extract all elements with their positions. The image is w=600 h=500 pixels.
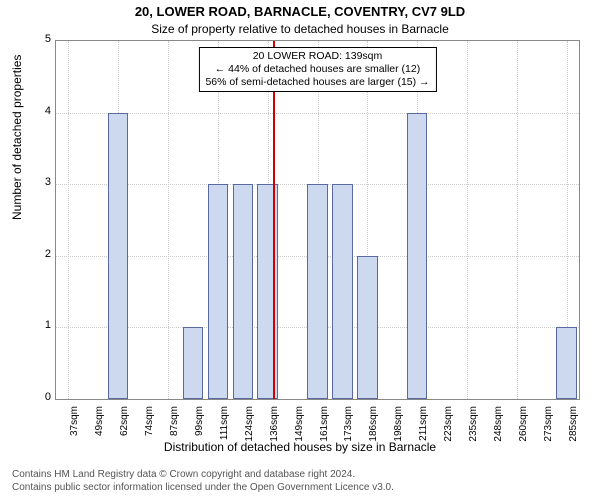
y-tick: 2 [35, 248, 51, 260]
gridline-v [168, 41, 169, 399]
footer-line1: Contains HM Land Registry data © Crown c… [12, 469, 394, 482]
x-tick: 211sqm [418, 406, 429, 446]
x-tick: 87sqm [169, 406, 180, 446]
chart-title-main: 20, LOWER ROAD, BARNACLE, COVENTRY, CV7 … [0, 4, 600, 19]
chart-title-sub: Size of property relative to detached ho… [0, 22, 600, 36]
bar [108, 113, 128, 399]
x-tick: 186sqm [368, 406, 379, 446]
x-tick: 149sqm [294, 406, 305, 446]
chart-plot-area: 20 LOWER ROAD: 139sqm ← 44% of detached … [55, 40, 580, 400]
y-axis-label: Number of detached properties [10, 55, 24, 220]
x-tick: 173sqm [343, 406, 354, 446]
gridline-v [517, 41, 518, 399]
x-tick: 198sqm [393, 406, 404, 446]
x-tick: 273sqm [543, 406, 554, 446]
y-tick: 1 [35, 319, 51, 331]
annotation-line2: ← 44% of detached houses are smaller (12… [205, 63, 429, 76]
bar [307, 184, 327, 399]
annotation-line3: 56% of semi-detached houses are larger (… [205, 76, 429, 89]
x-tick: 223sqm [443, 406, 454, 446]
x-tick: 74sqm [144, 406, 155, 446]
annotation-box: 20 LOWER ROAD: 139sqm ← 44% of detached … [198, 47, 436, 92]
gridline-v [467, 41, 468, 399]
bar [208, 184, 228, 399]
x-tick: 285sqm [568, 406, 579, 446]
x-tick: 62sqm [119, 406, 130, 446]
x-tick: 260sqm [518, 406, 529, 446]
x-tick: 235sqm [468, 406, 479, 446]
x-tick: 37sqm [69, 406, 80, 446]
bar [407, 113, 427, 399]
y-tick: 0 [35, 391, 51, 403]
footer-line2: Contains public sector information licen… [12, 482, 394, 495]
x-tick: 124sqm [244, 406, 255, 446]
y-tick: 3 [35, 176, 51, 188]
annotation-line1: 20 LOWER ROAD: 139sqm [205, 50, 429, 63]
bar [357, 256, 377, 399]
bar [332, 184, 352, 399]
x-tick: 161sqm [319, 406, 330, 446]
bar [233, 184, 253, 399]
x-tick: 248sqm [493, 406, 504, 446]
y-tick: 5 [35, 33, 51, 45]
x-tick: 136sqm [269, 406, 280, 446]
bar [183, 327, 203, 399]
x-tick: 99sqm [194, 406, 205, 446]
bar [556, 327, 576, 399]
y-tick: 4 [35, 105, 51, 117]
x-tick: 111sqm [219, 406, 230, 446]
x-tick: 49sqm [94, 406, 105, 446]
attribution-footer: Contains HM Land Registry data © Crown c… [12, 469, 394, 494]
gridline-v [68, 41, 69, 399]
marker-line [273, 41, 275, 399]
